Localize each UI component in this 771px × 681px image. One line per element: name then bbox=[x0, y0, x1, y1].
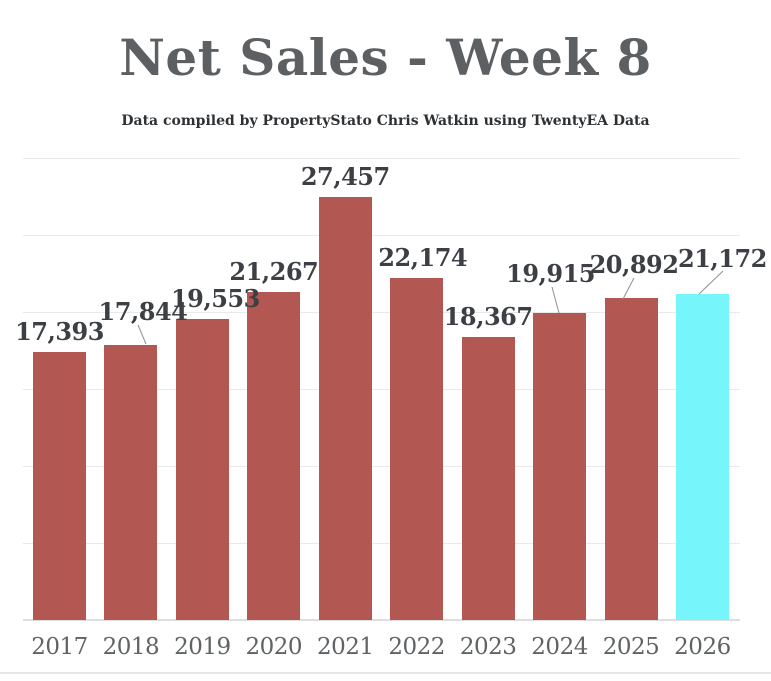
gridline-25000 bbox=[23, 234, 740, 236]
value-label-2021: 27,457 bbox=[300, 161, 390, 191]
x-axis-label-2020: 2020 bbox=[245, 634, 303, 660]
bar-2018 bbox=[104, 345, 158, 620]
x-axis-label-2021: 2021 bbox=[316, 634, 374, 660]
value-label-2018: 17,844 bbox=[98, 297, 188, 327]
bar-2023 bbox=[461, 336, 515, 620]
x-axis-label-2025: 2025 bbox=[602, 634, 660, 660]
bar-2019 bbox=[175, 318, 229, 620]
value-label-2024: 19,915 bbox=[506, 259, 595, 289]
x-axis-baseline bbox=[23, 619, 740, 621]
gridline-10000 bbox=[23, 465, 740, 467]
bottom-separator bbox=[0, 672, 771, 674]
value-label-2017: 17,393 bbox=[15, 316, 104, 346]
bar-2026 bbox=[675, 293, 729, 620]
x-axis-label-2024: 2024 bbox=[531, 634, 588, 660]
bar-2022 bbox=[390, 278, 444, 620]
gridline-15000 bbox=[23, 388, 740, 390]
gridline-20000 bbox=[23, 311, 740, 313]
x-axis-label-2019: 2019 bbox=[174, 634, 231, 660]
bar-2024 bbox=[533, 313, 587, 620]
x-axis-label-2018: 2018 bbox=[102, 634, 160, 660]
value-label-2019: 19,553 bbox=[170, 283, 260, 313]
bar-2017 bbox=[33, 351, 86, 620]
x-axis-label-2022: 2022 bbox=[388, 634, 445, 660]
bar-2020 bbox=[247, 292, 301, 620]
bar-2021 bbox=[318, 196, 372, 620]
x-axis-label-2017: 2017 bbox=[31, 634, 88, 660]
value-label-2026: 21,172 bbox=[678, 243, 767, 273]
value-label-2023: 18,367 bbox=[443, 301, 533, 331]
value-label-2025: 20,892 bbox=[589, 250, 679, 280]
bar-2025 bbox=[604, 298, 658, 620]
gridline-5000 bbox=[23, 542, 740, 544]
value-label-2020: 21,267 bbox=[229, 257, 319, 287]
leader-line-2018 bbox=[137, 324, 147, 345]
x-axis-label-2023: 2023 bbox=[459, 634, 517, 660]
gridline-30000 bbox=[23, 157, 740, 159]
chart-title: Net Sales - Week 8 bbox=[119, 28, 652, 87]
x-axis-label-2026: 2026 bbox=[674, 634, 731, 660]
chart-subtitle: Data compiled by PropertyStato Chris Wat… bbox=[121, 113, 650, 129]
value-label-2022: 22,174 bbox=[378, 243, 468, 273]
